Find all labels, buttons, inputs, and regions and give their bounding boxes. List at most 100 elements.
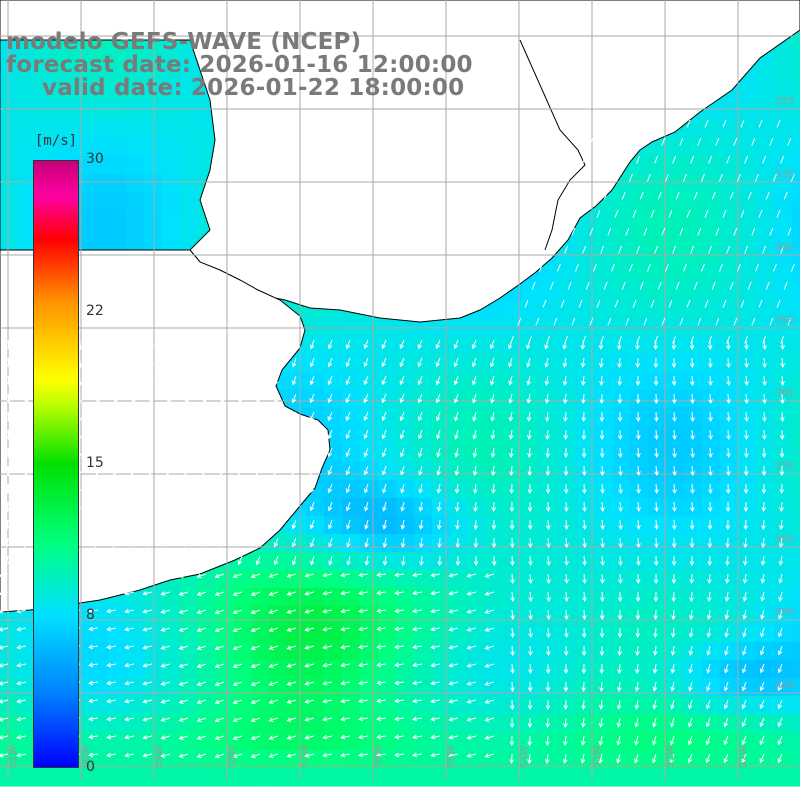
wind-arrow [376, 680, 387, 686]
wind-cell [612, 642, 631, 661]
wind-arrow [742, 573, 748, 584]
wind-arrow [165, 483, 171, 494]
wind-arrow [632, 119, 637, 128]
wind-arrow [705, 699, 711, 710]
wind-arrow [783, 281, 788, 290]
wind-arrow [291, 393, 297, 404]
wind-arrow [563, 465, 569, 477]
wind-arrow [671, 609, 676, 621]
wind-arrow [255, 429, 261, 440]
wind-arrow [672, 411, 677, 423]
wind-arrow [148, 393, 154, 404]
wind-cell [684, 264, 703, 283]
wind-arrow [106, 626, 117, 632]
wind-arrow [725, 501, 731, 513]
wind-arrow [16, 680, 27, 686]
wind-arrow [232, 699, 243, 705]
longitude-label: 60W [81, 745, 92, 768]
wind-cell [684, 624, 703, 643]
wind-arrow [148, 483, 153, 494]
wind-cell [396, 714, 415, 733]
wind-cell [630, 300, 649, 319]
wind-arrow [726, 393, 731, 405]
wind-arrow [113, 357, 119, 369]
wind-arrow [196, 753, 207, 759]
wind-arrow [310, 555, 315, 566]
wind-arrow [436, 429, 441, 440]
wind-cell [54, 66, 73, 85]
wind-cell [144, 768, 163, 787]
wind-arrow [23, 501, 28, 513]
wind-arrow [542, 299, 547, 308]
wind-cell [306, 390, 325, 409]
wind-cell [360, 570, 379, 589]
wind-cell [126, 696, 145, 715]
wind-arrow [268, 609, 279, 615]
wind-cell [252, 552, 271, 571]
wind-cell [558, 750, 577, 769]
wind-cell [756, 264, 775, 283]
wind-arrow [653, 537, 659, 549]
wind-cell [576, 462, 595, 481]
wind-arrow [741, 663, 747, 674]
wind-cell [594, 678, 613, 697]
wind-cell [216, 660, 235, 679]
wind-arrow [708, 155, 713, 164]
wind-arrow [653, 591, 659, 603]
wind-arrow [214, 609, 225, 615]
wind-cell [630, 516, 649, 535]
wind-cell [54, 48, 73, 67]
wind-cell [792, 426, 800, 445]
wind-cell [558, 336, 577, 355]
wind-cell [792, 408, 800, 427]
wind-cell [144, 228, 163, 247]
wind-cell [36, 120, 55, 139]
wind-arrow [220, 411, 225, 422]
wind-arrow [599, 609, 605, 621]
wind-cell [378, 642, 397, 661]
wind-arrow [599, 663, 605, 675]
wind-arrow [273, 501, 279, 512]
wind-arrow [693, 191, 698, 200]
wind-cell [648, 588, 667, 607]
wind-arrow [273, 429, 279, 440]
forecast-date: forecast date: 2026-01-16 12:00:00 [6, 52, 473, 78]
wind-arrow [599, 393, 605, 405]
wind-cell [468, 516, 487, 535]
wind-arrow [632, 299, 637, 308]
wind-cell [270, 660, 289, 679]
wind-arrow [618, 519, 623, 531]
wind-cell [792, 282, 800, 301]
wind-arrow [707, 339, 713, 351]
wind-arrow [653, 357, 659, 369]
latitude-label: 34S [775, 242, 794, 253]
wind-arrow [652, 717, 657, 728]
wind-arrow [528, 555, 533, 567]
wind-cell [36, 768, 55, 787]
wind-arrow [124, 590, 135, 596]
wind-cell [468, 606, 487, 625]
wind-arrow [653, 609, 659, 621]
wind-arrow [600, 155, 605, 164]
wind-cell [648, 714, 667, 733]
wind-arrow [508, 375, 513, 386]
wind-cell [450, 642, 469, 661]
wind-arrow [707, 537, 713, 549]
wind-cell [522, 300, 541, 319]
wind-arrow [430, 572, 441, 578]
wind-arrow [448, 716, 459, 722]
wind-arrow [219, 447, 225, 458]
wind-arrow [166, 411, 172, 422]
wind-arrow [309, 519, 315, 530]
wind-cell [720, 282, 739, 301]
wind-arrow [617, 357, 622, 369]
wind-cell [666, 534, 685, 553]
wind-arrow [545, 501, 551, 513]
wind-arrow [364, 555, 370, 566]
wind-arrow [484, 627, 495, 632]
wind-arrow [273, 555, 279, 566]
wind-cell [468, 552, 487, 571]
wind-arrow [16, 590, 27, 596]
wind-arrow [754, 263, 759, 272]
wind-cell [558, 264, 577, 283]
